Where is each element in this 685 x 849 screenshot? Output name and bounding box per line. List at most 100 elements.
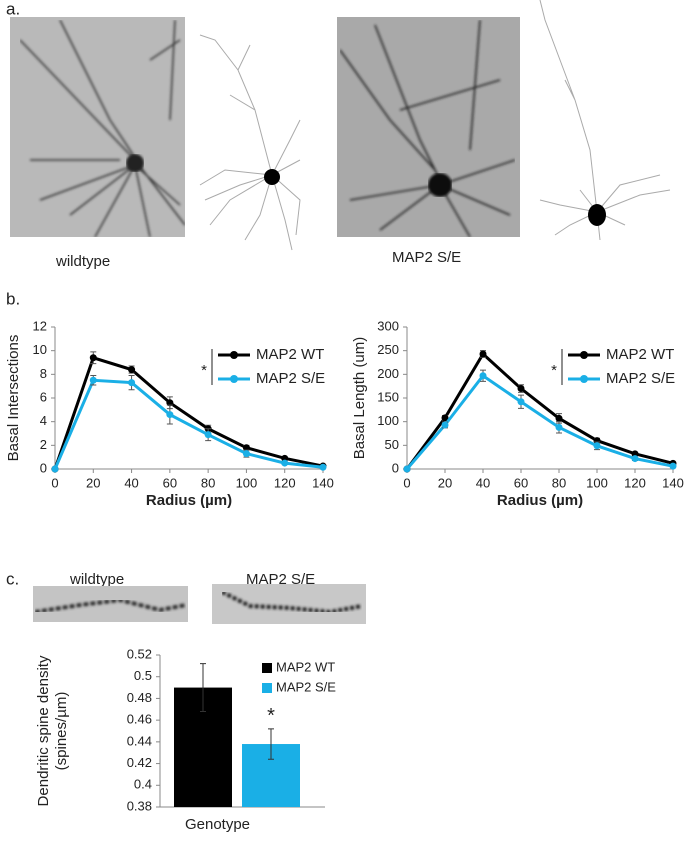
x-axis-label: Radius (µm): [146, 492, 232, 509]
x-tick-label: 120: [624, 475, 646, 490]
x-tick-label: 80: [201, 475, 215, 490]
y-tick-label: 0.42: [127, 755, 152, 770]
point: [479, 372, 487, 380]
point: [281, 459, 289, 467]
point: [128, 379, 136, 387]
y-tick-label: 2: [40, 437, 47, 452]
point: [319, 463, 327, 471]
y-tick-label: 12: [33, 318, 47, 333]
x-tick-label: 120: [274, 475, 296, 490]
spine-image: [33, 586, 188, 622]
x-tick-label: 20: [86, 475, 100, 490]
point: [242, 444, 250, 452]
x-tick-label: 60: [163, 475, 177, 490]
legend-label: MAP2 WT: [256, 346, 324, 363]
y-tick-label: 4: [40, 413, 47, 428]
point: [517, 398, 525, 406]
x-tick-label: 80: [552, 475, 566, 490]
x-tick-label: 40: [476, 475, 490, 490]
y-tick-label: 0.38: [127, 798, 152, 813]
error-bar: [200, 663, 206, 712]
y-tick-label: 10: [33, 342, 47, 357]
y-tick-label: 0.4: [134, 777, 152, 792]
point: [166, 411, 174, 419]
series-line: [405, 351, 674, 470]
y-tick-label: 0.44: [127, 733, 152, 748]
neuron-tracing: [539, 0, 671, 241]
y-tick-label: 0: [40, 460, 47, 475]
significance-mark: *: [267, 705, 275, 727]
y-tick-label: 0.52: [127, 646, 152, 661]
series-line: [53, 355, 324, 470]
legend-marker: [580, 375, 588, 383]
micrograph: [10, 17, 186, 238]
point: [51, 465, 59, 473]
series-line: [405, 373, 674, 470]
legend-label: MAP2 WT: [276, 659, 335, 674]
panel-label: a.: [6, 0, 20, 18]
y-tick-label: 8: [40, 366, 47, 381]
y-axis-label: Dendritic spine density: [35, 655, 52, 806]
point: [669, 462, 677, 470]
legend-swatch: [262, 663, 272, 673]
point: [441, 421, 449, 429]
y-tick-label: 0.46: [127, 712, 152, 727]
point: [89, 354, 97, 362]
x-tick-label: 100: [236, 475, 258, 490]
y-tick-label: 0.48: [127, 690, 152, 705]
legend-marker: [580, 351, 588, 359]
legend-label: MAP2 S/E: [606, 370, 675, 387]
image-caption: wildtype: [55, 253, 110, 270]
x-tick-label: 0: [403, 475, 410, 490]
panel-label: b.: [6, 289, 20, 308]
x-axis-label: Radius (µm): [497, 492, 583, 509]
y-axis-label: (spines/µm): [53, 692, 70, 771]
x-tick-label: 0: [51, 475, 58, 490]
point: [128, 366, 136, 374]
micrograph: [337, 17, 520, 238]
point: [204, 431, 212, 439]
series-line: [53, 378, 324, 470]
point: [403, 465, 411, 473]
point: [555, 423, 563, 431]
significance-mark: *: [201, 362, 207, 379]
point: [517, 385, 525, 393]
point: [89, 376, 97, 384]
point: [441, 414, 449, 422]
y-tick-label: 200: [377, 366, 399, 381]
point: [166, 399, 174, 407]
point: [242, 450, 250, 458]
x-tick-label: 40: [124, 475, 138, 490]
x-tick-label: 20: [438, 475, 452, 490]
legend-swatch: [262, 683, 272, 693]
y-tick-label: 50: [385, 437, 399, 452]
y-axis-label: Basal Length (um): [351, 337, 368, 460]
y-tick-label: 6: [40, 389, 47, 404]
legend-marker: [230, 375, 238, 383]
x-tick-label: 140: [662, 475, 684, 490]
point: [479, 350, 487, 358]
y-tick-label: 0: [392, 460, 399, 475]
y-tick-label: 100: [377, 413, 399, 428]
point: [631, 455, 639, 463]
y-tick-label: 0.5: [134, 668, 152, 683]
soma: [264, 169, 280, 185]
point: [593, 442, 601, 450]
point: [555, 414, 563, 422]
y-tick-label: 300: [377, 318, 399, 333]
x-tick-label: Genotype: [185, 816, 250, 833]
image-caption: wildtype: [69, 571, 124, 588]
neuron-tracing: [199, 34, 301, 251]
legend-label: MAP2 S/E: [256, 370, 325, 387]
x-tick-label: 100: [586, 475, 608, 490]
image-caption: MAP2 S/E: [246, 571, 315, 588]
legend-label: MAP2 S/E: [276, 679, 336, 694]
error-bar: [268, 728, 274, 760]
y-tick-label: 250: [377, 342, 399, 357]
x-tick-label: 140: [312, 475, 334, 490]
x-tick-label: 60: [514, 475, 528, 490]
legend-marker: [230, 351, 238, 359]
image-caption: MAP2 S/E: [392, 249, 461, 266]
legend-label: MAP2 WT: [606, 346, 674, 363]
